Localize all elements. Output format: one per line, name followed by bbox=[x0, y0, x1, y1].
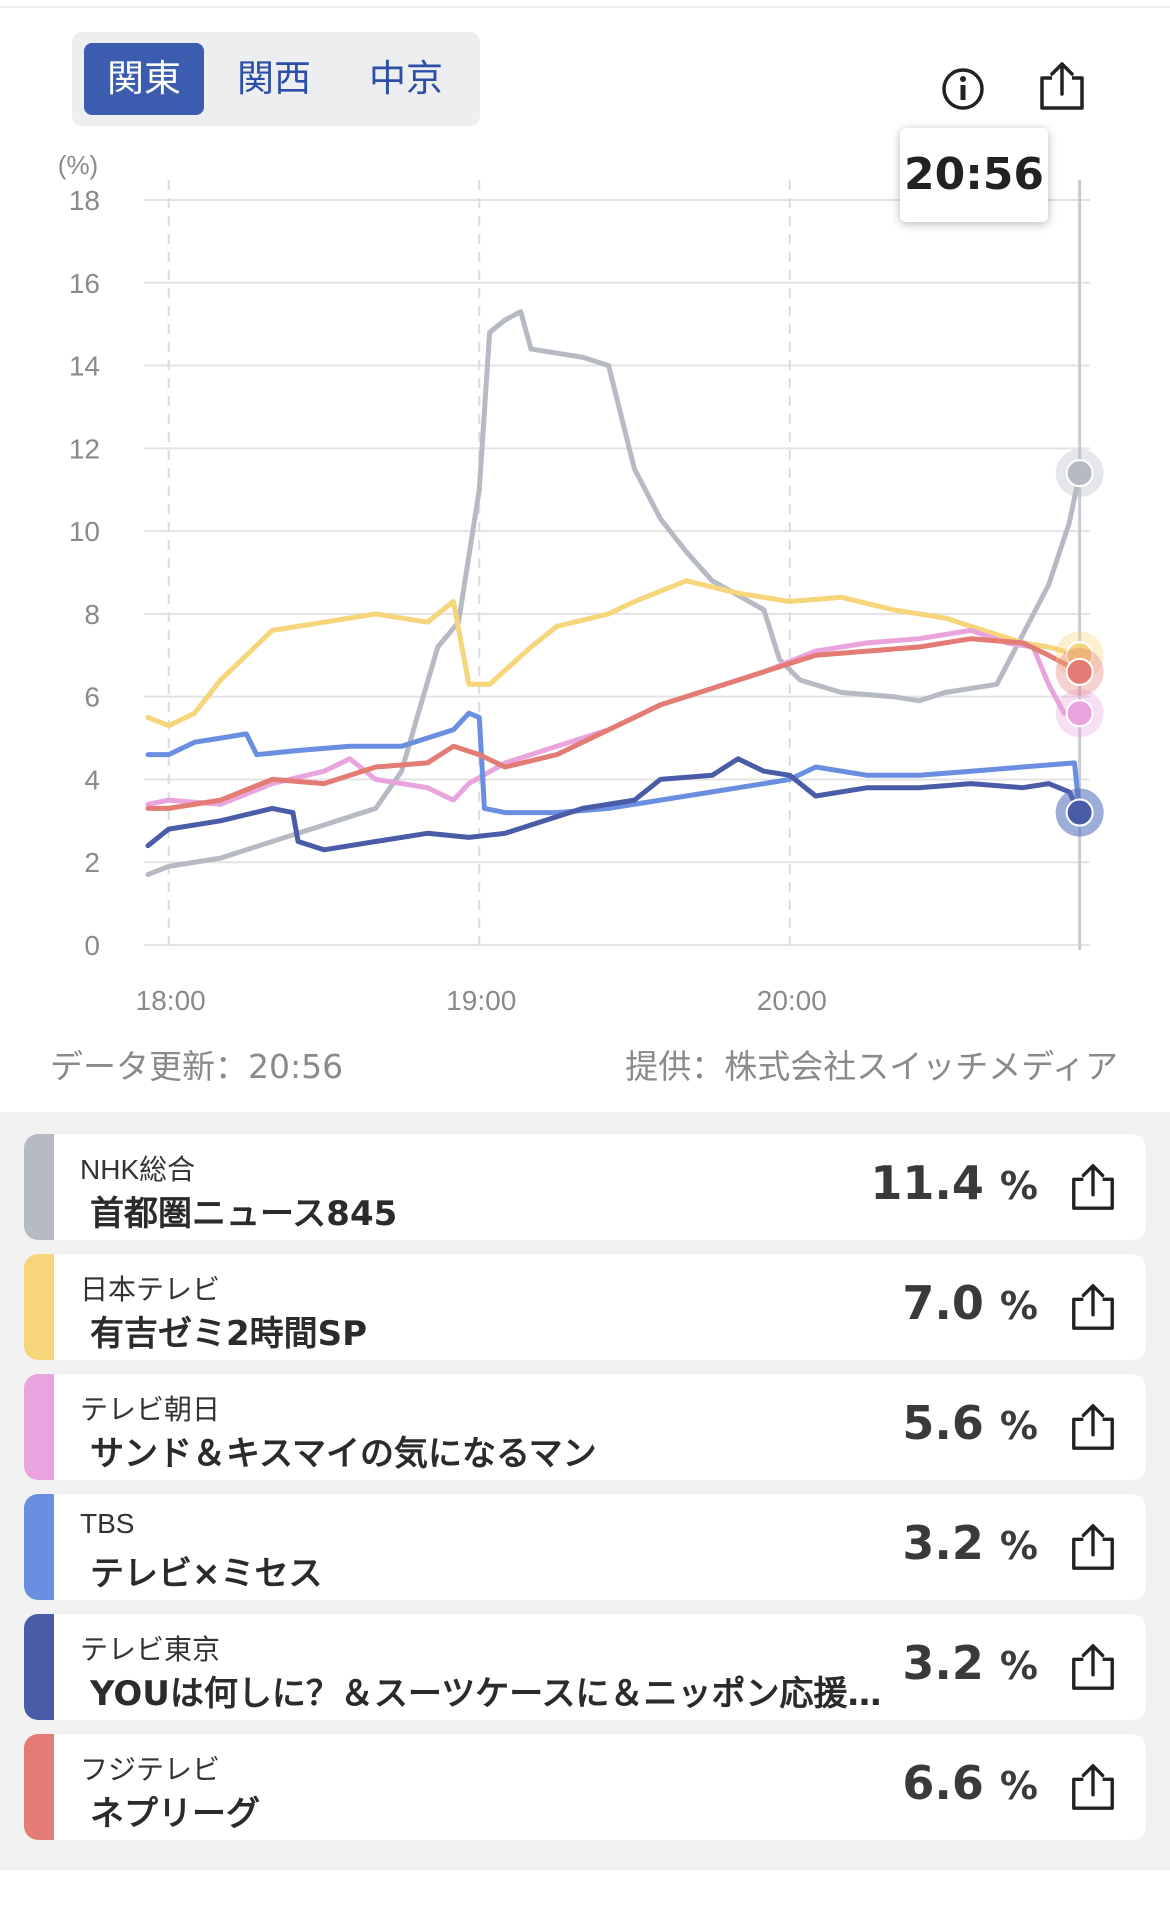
program-title: ネプリーグ bbox=[90, 1794, 260, 1834]
program-title: 有吉ゼミ2時間SP bbox=[90, 1314, 368, 1354]
rating-value: 5.6 % bbox=[902, 1396, 1038, 1450]
rating-value: 11.4 % bbox=[870, 1156, 1038, 1210]
y-axis-label: (%) bbox=[58, 150, 98, 180]
series-line bbox=[145, 309, 1083, 878]
rating-value: 3.2 % bbox=[902, 1636, 1038, 1690]
y-tick-label: 6 bbox=[84, 682, 100, 713]
series-end-point bbox=[1065, 657, 1094, 686]
channel-color-bar bbox=[24, 1614, 54, 1720]
channel-name: フジテレビ bbox=[80, 1754, 221, 1785]
share-icon[interactable] bbox=[1068, 1762, 1118, 1812]
program-card-tv-asahi[interactable]: テレビ朝日 サンド＆キスマイの気になるマン 5.6 % bbox=[24, 1374, 1146, 1480]
top-divider bbox=[0, 6, 1170, 8]
series-line bbox=[145, 578, 1083, 729]
info-icon[interactable] bbox=[940, 66, 986, 112]
channel-name: テレビ朝日 bbox=[80, 1394, 221, 1425]
share-icon[interactable] bbox=[1036, 60, 1088, 112]
program-card-fuji[interactable]: フジテレビ ネプリーグ 6.6 % bbox=[24, 1734, 1146, 1840]
y-tick-label: 2 bbox=[84, 847, 100, 878]
channel-color-bar bbox=[24, 1254, 54, 1360]
y-tick-label: 0 bbox=[84, 930, 100, 961]
program-title: サンド＆キスマイの気になるマン bbox=[90, 1434, 597, 1474]
region-tabs: 関東 関西 中京 bbox=[72, 32, 480, 126]
y-tick-label: 12 bbox=[69, 433, 100, 464]
channel-color-bar bbox=[24, 1374, 54, 1480]
x-tick-label: 20:00 bbox=[757, 985, 827, 1016]
series-end-point bbox=[1065, 798, 1094, 827]
data-source-label: 提供：株式会社スイッチメディア bbox=[625, 1047, 1118, 1086]
share-icon[interactable] bbox=[1068, 1642, 1118, 1692]
share-icon[interactable] bbox=[1068, 1522, 1118, 1572]
share-icon[interactable] bbox=[1068, 1282, 1118, 1332]
channel-name: NHK総合 bbox=[80, 1154, 196, 1185]
channel-color-bar bbox=[24, 1134, 54, 1240]
program-title: 首都圏ニュース845 bbox=[90, 1194, 398, 1234]
program-card-tv-tokyo[interactable]: テレビ東京 YOUは何しに？＆スーツケースに＆ニッポン応援したい外国人 3.2 … bbox=[24, 1614, 1146, 1720]
series-line bbox=[145, 636, 1083, 811]
channel-color-bar bbox=[24, 1494, 54, 1600]
channel-name: テレビ東京 bbox=[80, 1634, 221, 1665]
program-card-nhk[interactable]: NHK総合 首都圏ニュース845 11.4 % bbox=[24, 1134, 1146, 1240]
channel-name: 日本テレビ bbox=[80, 1274, 221, 1305]
program-card-ntv[interactable]: 日本テレビ 有吉ゼミ2時間SP 7.0 % bbox=[24, 1254, 1146, 1360]
series-line bbox=[145, 756, 1083, 853]
program-title: テレビ×ミセス bbox=[90, 1554, 323, 1594]
tab-kansai[interactable]: 関西 bbox=[237, 57, 311, 100]
channel-color-bar bbox=[24, 1734, 54, 1840]
x-tick-label: 18:00 bbox=[136, 985, 206, 1016]
tab-kanto[interactable]: 関東 bbox=[84, 43, 204, 115]
rating-value: 3.2 % bbox=[902, 1516, 1038, 1570]
y-tick-label: 4 bbox=[84, 764, 100, 795]
tab-chukyo[interactable]: 中京 bbox=[369, 57, 443, 100]
y-tick-label: 8 bbox=[84, 599, 100, 630]
program-card-tbs[interactable]: TBS テレビ×ミセス 3.2 % bbox=[24, 1494, 1146, 1600]
channel-name: TBS bbox=[80, 1508, 135, 1539]
series-line bbox=[145, 710, 1083, 816]
rating-value: 6.6 % bbox=[902, 1756, 1038, 1810]
y-tick-label: 18 bbox=[69, 185, 100, 216]
x-tick-label: 19:00 bbox=[446, 985, 516, 1016]
program-title: YOUは何しに？＆スーツケースに＆ニッポン応援したい外国人 bbox=[90, 1674, 906, 1714]
rating-value: 7.0 % bbox=[902, 1276, 1038, 1330]
time-tooltip: 20:56 bbox=[900, 128, 1048, 222]
y-tick-label: 10 bbox=[69, 516, 100, 547]
y-tick-label: 16 bbox=[69, 268, 100, 299]
program-list: NHK総合 首都圏ニュース845 11.4 % 日本テレビ 有吉ゼミ2時間SP … bbox=[0, 1112, 1170, 1870]
series-end-point bbox=[1065, 459, 1094, 488]
share-icon[interactable] bbox=[1068, 1402, 1118, 1452]
data-updated-label: データ更新：20:56 bbox=[50, 1047, 344, 1086]
share-icon[interactable] bbox=[1068, 1162, 1118, 1212]
series-end-point bbox=[1065, 699, 1094, 728]
y-tick-label: 14 bbox=[69, 351, 100, 382]
ratings-line-chart: 0 2 4 6 8 10 12 14 16 18 (%) 18:00 19:00 20:00 bbox=[58, 150, 1104, 1016]
